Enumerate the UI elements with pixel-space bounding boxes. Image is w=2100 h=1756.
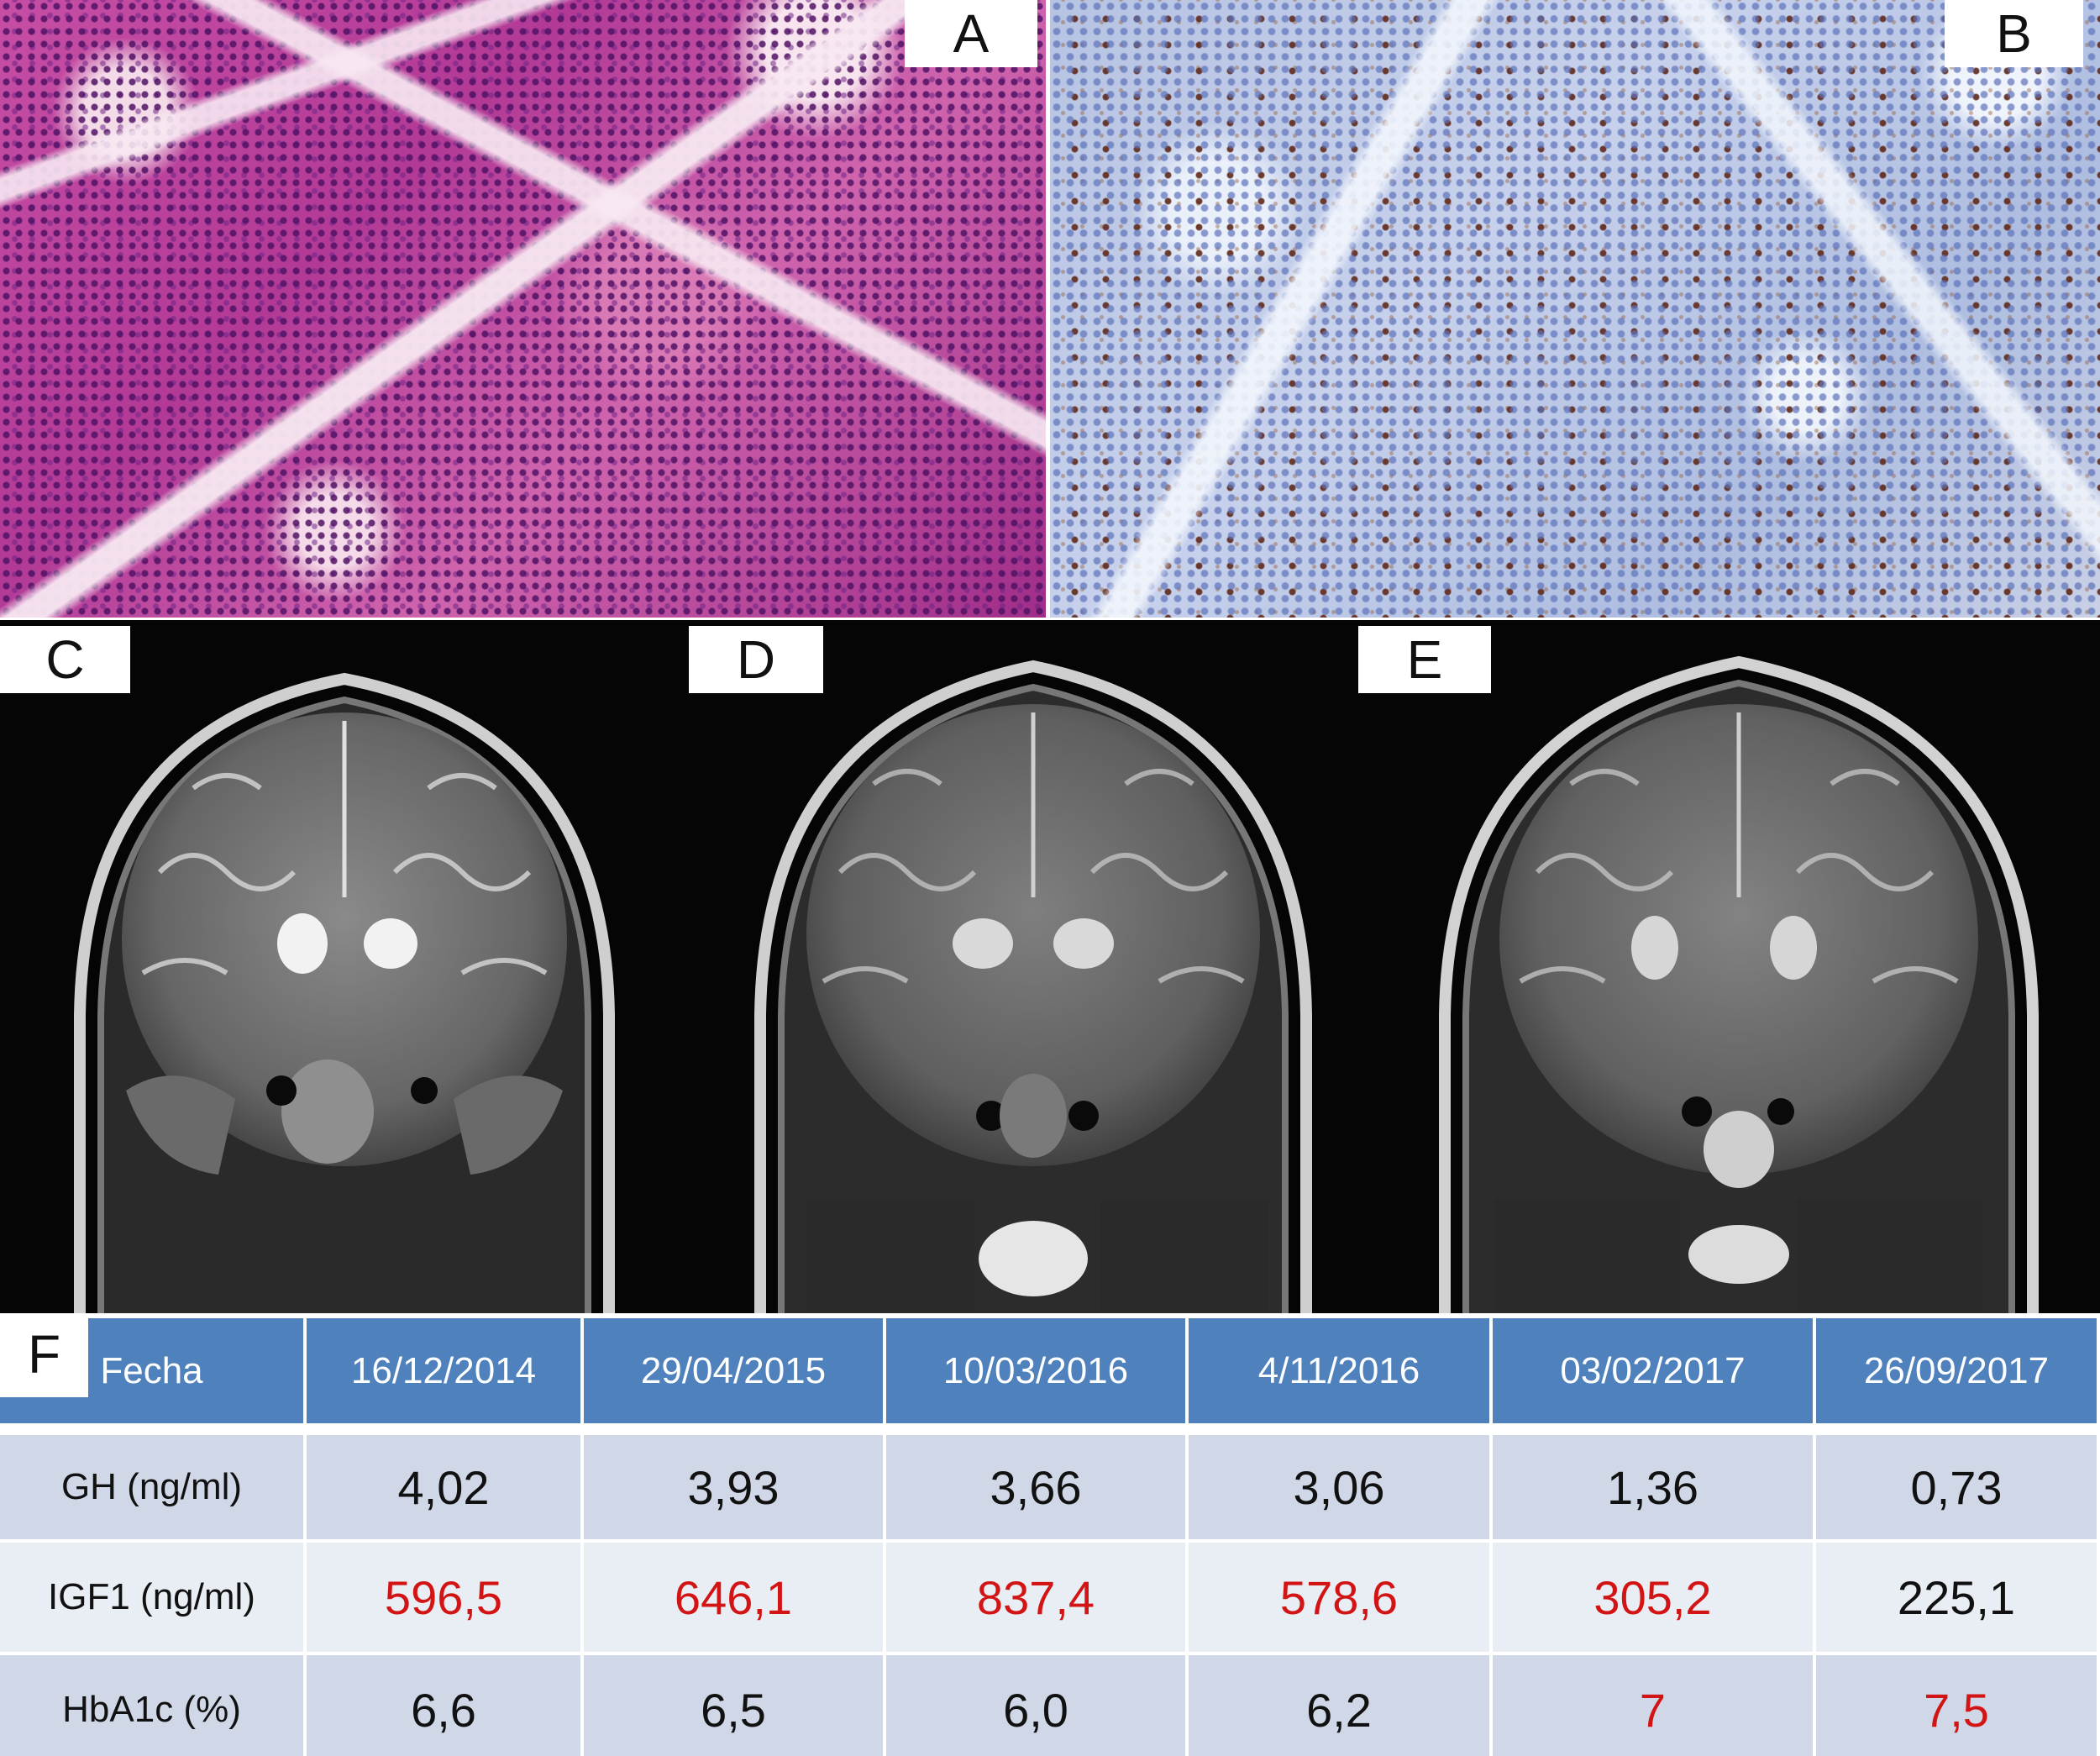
table-cell: 646,1 (584, 1543, 886, 1655)
header-cell: 26/09/2017 (1816, 1318, 2100, 1435)
panel-label-d: D (689, 626, 823, 693)
table-cell: 7,5 (1816, 1655, 2100, 1756)
table-row: HbA1c (%) 6,6 6,5 6,0 6,2 7 7,5 (0, 1655, 2100, 1756)
row-label: GH (ng/ml) (0, 1435, 307, 1543)
mri-coronal-e (1378, 620, 2100, 1313)
table-cell: 3,06 (1189, 1435, 1493, 1543)
table-cell: 578,6 (1189, 1543, 1493, 1655)
table-row: GH (ng/ml) 4,02 3,93 3,66 3,06 1,36 0,73 (0, 1435, 2100, 1543)
row-label: IGF1 (ng/ml) (0, 1543, 307, 1655)
table-row: IGF1 (ng/ml) 596,5 646,1 837,4 578,6 305… (0, 1543, 2100, 1655)
mri-coronal-c (0, 620, 689, 1313)
table-cell: 837,4 (886, 1543, 1189, 1655)
panel-label-a: A (905, 0, 1037, 67)
header-cell: 4/11/2016 (1189, 1318, 1493, 1435)
mri-coronal-d (689, 620, 1378, 1313)
table-cell: 6,0 (886, 1655, 1189, 1756)
header-cell: 16/12/2014 (307, 1318, 584, 1435)
table-cell: 225,1 (1816, 1543, 2100, 1655)
histology-he-image (0, 0, 1046, 618)
table-cell: 1,36 (1493, 1435, 1816, 1543)
panel-label-e: E (1358, 626, 1491, 693)
table-cell: 3,66 (886, 1435, 1189, 1543)
header-cell: 29/04/2015 (584, 1318, 886, 1435)
header-cell: 10/03/2016 (886, 1318, 1189, 1435)
table-cell: 4,02 (307, 1435, 584, 1543)
lab-values-table: Fecha 16/12/2014 29/04/2015 10/03/2016 4… (0, 1318, 2100, 1756)
panel-label-f: F (0, 1317, 88, 1397)
table-cell: 7 (1493, 1655, 1816, 1756)
table-cell: 3,93 (584, 1435, 886, 1543)
table-cell: 305,2 (1493, 1543, 1816, 1655)
table-cell: 6,2 (1189, 1655, 1493, 1756)
header-cell: Fecha (0, 1318, 307, 1435)
table-header-row: Fecha 16/12/2014 29/04/2015 10/03/2016 4… (0, 1318, 2100, 1435)
table-cell: 6,6 (307, 1655, 584, 1756)
histology-ihc-image (1050, 0, 2100, 618)
header-cell: 03/02/2017 (1493, 1318, 1816, 1435)
table-cell: 6,5 (584, 1655, 886, 1756)
row-label: HbA1c (%) (0, 1655, 307, 1756)
lab-values-panel: Fecha 16/12/2014 29/04/2015 10/03/2016 4… (0, 1313, 2100, 1756)
panel-label-c: C (0, 626, 130, 693)
table-cell: 596,5 (307, 1543, 584, 1655)
table-cell: 0,73 (1816, 1435, 2100, 1543)
panel-label-b: B (1945, 0, 2083, 67)
